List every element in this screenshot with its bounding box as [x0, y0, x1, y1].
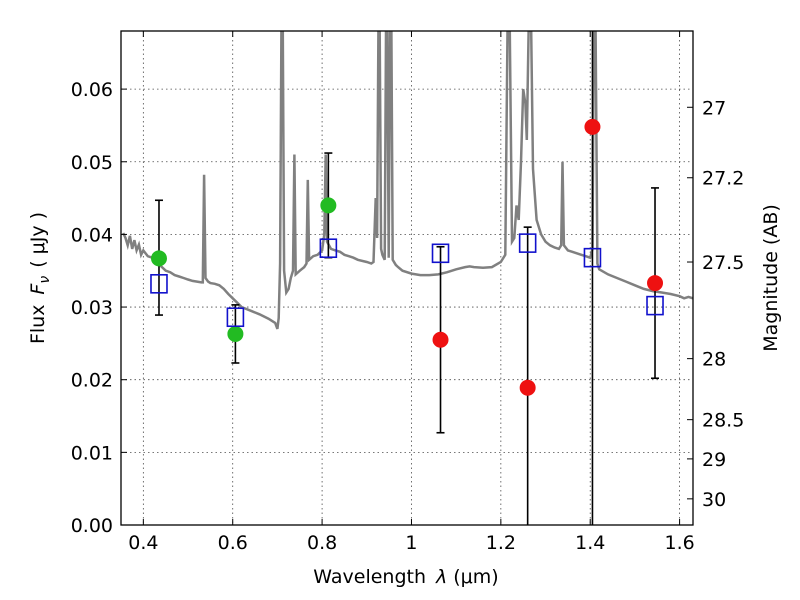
y-tick-label: 0.00	[71, 515, 113, 537]
undetected-point	[432, 331, 449, 348]
axes-ticks: 0.4 0.6 0.8 1 1.2 1.4 1.6 0.00 0.01 0.02 0.03 0.04 0…	[71, 31, 744, 554]
y2-tick-label: 27.5	[702, 252, 744, 274]
undetected-point	[584, 118, 601, 135]
model-flux-square	[150, 274, 168, 294]
y2-tick-label: 28	[702, 349, 726, 371]
x-tick-label: 0.6	[218, 532, 248, 554]
y2-tick-label: 27.2	[702, 168, 744, 190]
y2-tick-label: 27	[702, 97, 726, 119]
spectrum-line	[122, 31, 693, 330]
y-axis-label: FluxFν( μJy )	[27, 212, 53, 344]
plot-frame	[120, 30, 694, 526]
grid	[121, 31, 693, 525]
x-tick-label: 1.2	[486, 532, 516, 554]
detected-point	[227, 325, 244, 342]
y-tick-label: 0.06	[71, 79, 113, 101]
x-axis-label: Wavelength λ (μm)	[313, 566, 498, 588]
y2-tick-label: 29	[702, 449, 726, 471]
y-tick-label: 0.02	[71, 370, 113, 392]
y2-tick-label: 28.5	[702, 410, 744, 432]
detected-point	[320, 197, 337, 214]
model-flux-square	[518, 233, 537, 253]
y-tick-label: 0.04	[71, 224, 113, 246]
y-tick-label: 0.05	[71, 152, 113, 174]
y-tick-label: 0.01	[71, 442, 113, 464]
model-flux-square	[431, 243, 450, 264]
detected-point	[150, 250, 167, 267]
undetected-point	[519, 379, 536, 396]
model-flux-square	[646, 295, 664, 316]
x-tick-label: 1.4	[575, 532, 605, 554]
undetected-point	[647, 275, 664, 292]
y2-axis-label: Magnitude (AB)	[760, 204, 782, 352]
y2-tick-label: 30	[702, 489, 726, 511]
model-flux-square	[226, 307, 245, 328]
x-tick-label: 1.6	[664, 532, 694, 554]
model-flux-square	[319, 238, 338, 259]
x-tick-label: 1	[405, 532, 417, 554]
x-tick-label: 0.4	[128, 532, 158, 554]
plot-area	[122, 31, 693, 330]
y-tick-label: 0.03	[71, 297, 113, 319]
measurements	[150, 31, 664, 525]
x-tick-label: 0.8	[307, 532, 337, 554]
model-flux-square	[583, 247, 602, 268]
